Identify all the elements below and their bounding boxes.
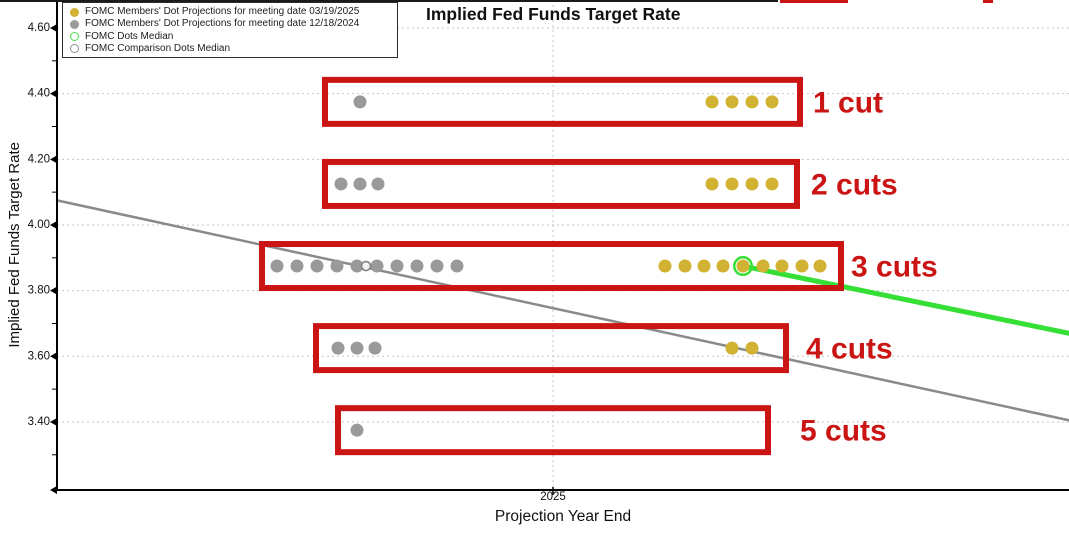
y-tick-label: 4.60 (28, 22, 50, 34)
y-major-tick (50, 286, 57, 295)
legend-item: FOMC Comparison Dots Median (70, 42, 397, 54)
comparison-dots-median-marker (360, 260, 372, 272)
cuts-annotation-label: 1 cut (813, 86, 883, 119)
x-axis-title: Projection Year End (494, 508, 632, 525)
mar-2025-dot (765, 177, 779, 191)
mar-2025-dot (705, 177, 719, 191)
legend-item-label: FOMC Members' Dot Projections for meetin… (85, 18, 360, 30)
y-axis-end-tick (50, 486, 57, 494)
mar-2025-dot (745, 177, 759, 191)
y-major-tick (50, 220, 57, 229)
dec-2024-dot (353, 95, 367, 109)
y-axis-title: Implied Fed Funds Target Rate (5, 142, 23, 348)
cuts-annotation-box (322, 158, 800, 209)
legend-item-label: FOMC Dots Median (85, 30, 174, 42)
top-border-artifact (0, 0, 778, 2)
dec-2024-dot (334, 177, 348, 191)
top-border-artifact (983, 0, 993, 3)
y-major-tick (50, 417, 57, 426)
mar-2025-dot (725, 95, 739, 109)
y-tick-label: 3.80 (28, 285, 50, 297)
y-tick-label: 4.40 (28, 88, 50, 100)
legend: FOMC Members' Dot Projections for meetin… (62, 2, 398, 58)
mar-2025-dot (795, 259, 809, 273)
mar-2025-dot (705, 95, 719, 109)
dec-2024-dot (430, 259, 444, 273)
cuts-annotation-label: 3 cuts (851, 251, 938, 284)
legend-item-label: FOMC Comparison Dots Median (85, 42, 231, 54)
dec-2024-dot (331, 341, 345, 355)
y-major-tick (50, 24, 57, 32)
dec-2024-dot (270, 259, 284, 273)
mar-2025-dot (736, 259, 750, 273)
x-tick-label-2025: 2025 (540, 491, 566, 503)
dec-2024-dot (450, 259, 464, 273)
dec-2024-dot (371, 177, 385, 191)
mar-2025-dot (697, 259, 711, 273)
dec-2024-dot (353, 177, 367, 191)
mar-2025-dot (716, 259, 730, 273)
legend-item: FOMC Dots Median (70, 30, 397, 42)
mar-2025-dot (745, 341, 759, 355)
mar-2025-dot (678, 259, 692, 273)
dec-2024-dot (290, 259, 304, 273)
top-border-artifact (780, 0, 848, 3)
comparison-dots-median-line (55, 199, 1069, 422)
yellow-dot-marker-icon (70, 7, 79, 17)
cuts-annotation-box (259, 241, 844, 292)
dec-2024-dot (350, 259, 364, 273)
mar-2025-dot (775, 259, 789, 273)
cuts-annotation-label: 2 cuts (811, 168, 898, 201)
legend-item-label: FOMC Members' Dot Projections for meetin… (85, 6, 360, 17)
y-major-tick (50, 155, 57, 164)
mar-2025-dot (756, 259, 770, 273)
y-tick-label: 4.20 (28, 153, 50, 165)
chart-title: Implied Fed Funds Target Rate (426, 4, 681, 24)
y-major-tick (50, 352, 57, 361)
green-open-circle-marker-icon (70, 32, 79, 42)
gray-dot-marker-icon (70, 19, 79, 29)
mar-2025-dot (745, 95, 759, 109)
dec-2024-dot (370, 259, 384, 273)
legend-item: FOMC Members' Dot Projections for meetin… (70, 7, 397, 17)
dec-2024-dot (390, 259, 404, 273)
cuts-annotation-box (322, 76, 803, 127)
y-tick-label: 3.60 (28, 350, 50, 362)
fomc-dots-median-line (740, 263, 1069, 336)
dec-2024-dot (368, 341, 382, 355)
cuts-annotation-box (335, 405, 771, 456)
mar-2025-dot (813, 259, 827, 273)
dec-2024-dot (350, 341, 364, 355)
dec-2024-dot (410, 259, 424, 273)
y-major-tick (50, 89, 57, 98)
gray-open-circle-marker-icon (70, 44, 79, 54)
dec-2024-dot (310, 259, 324, 273)
mar-2025-dot (725, 341, 739, 355)
cuts-annotation-label: 5 cuts (800, 415, 887, 448)
dec-2024-dot (330, 259, 344, 273)
fomc-dots-median-marker (733, 256, 753, 277)
cuts-annotation-box (313, 323, 789, 374)
legend-item: FOMC Members' Dot Projections for meetin… (70, 19, 397, 29)
mar-2025-dot (725, 177, 739, 191)
y-tick-label: 4.00 (28, 219, 50, 231)
dec-2024-dot (350, 423, 364, 437)
cuts-annotation-label: 4 cuts (806, 333, 893, 366)
y-tick-label: 3.40 (28, 416, 50, 428)
mar-2025-dot (658, 259, 672, 273)
mar-2025-dot (765, 95, 779, 109)
